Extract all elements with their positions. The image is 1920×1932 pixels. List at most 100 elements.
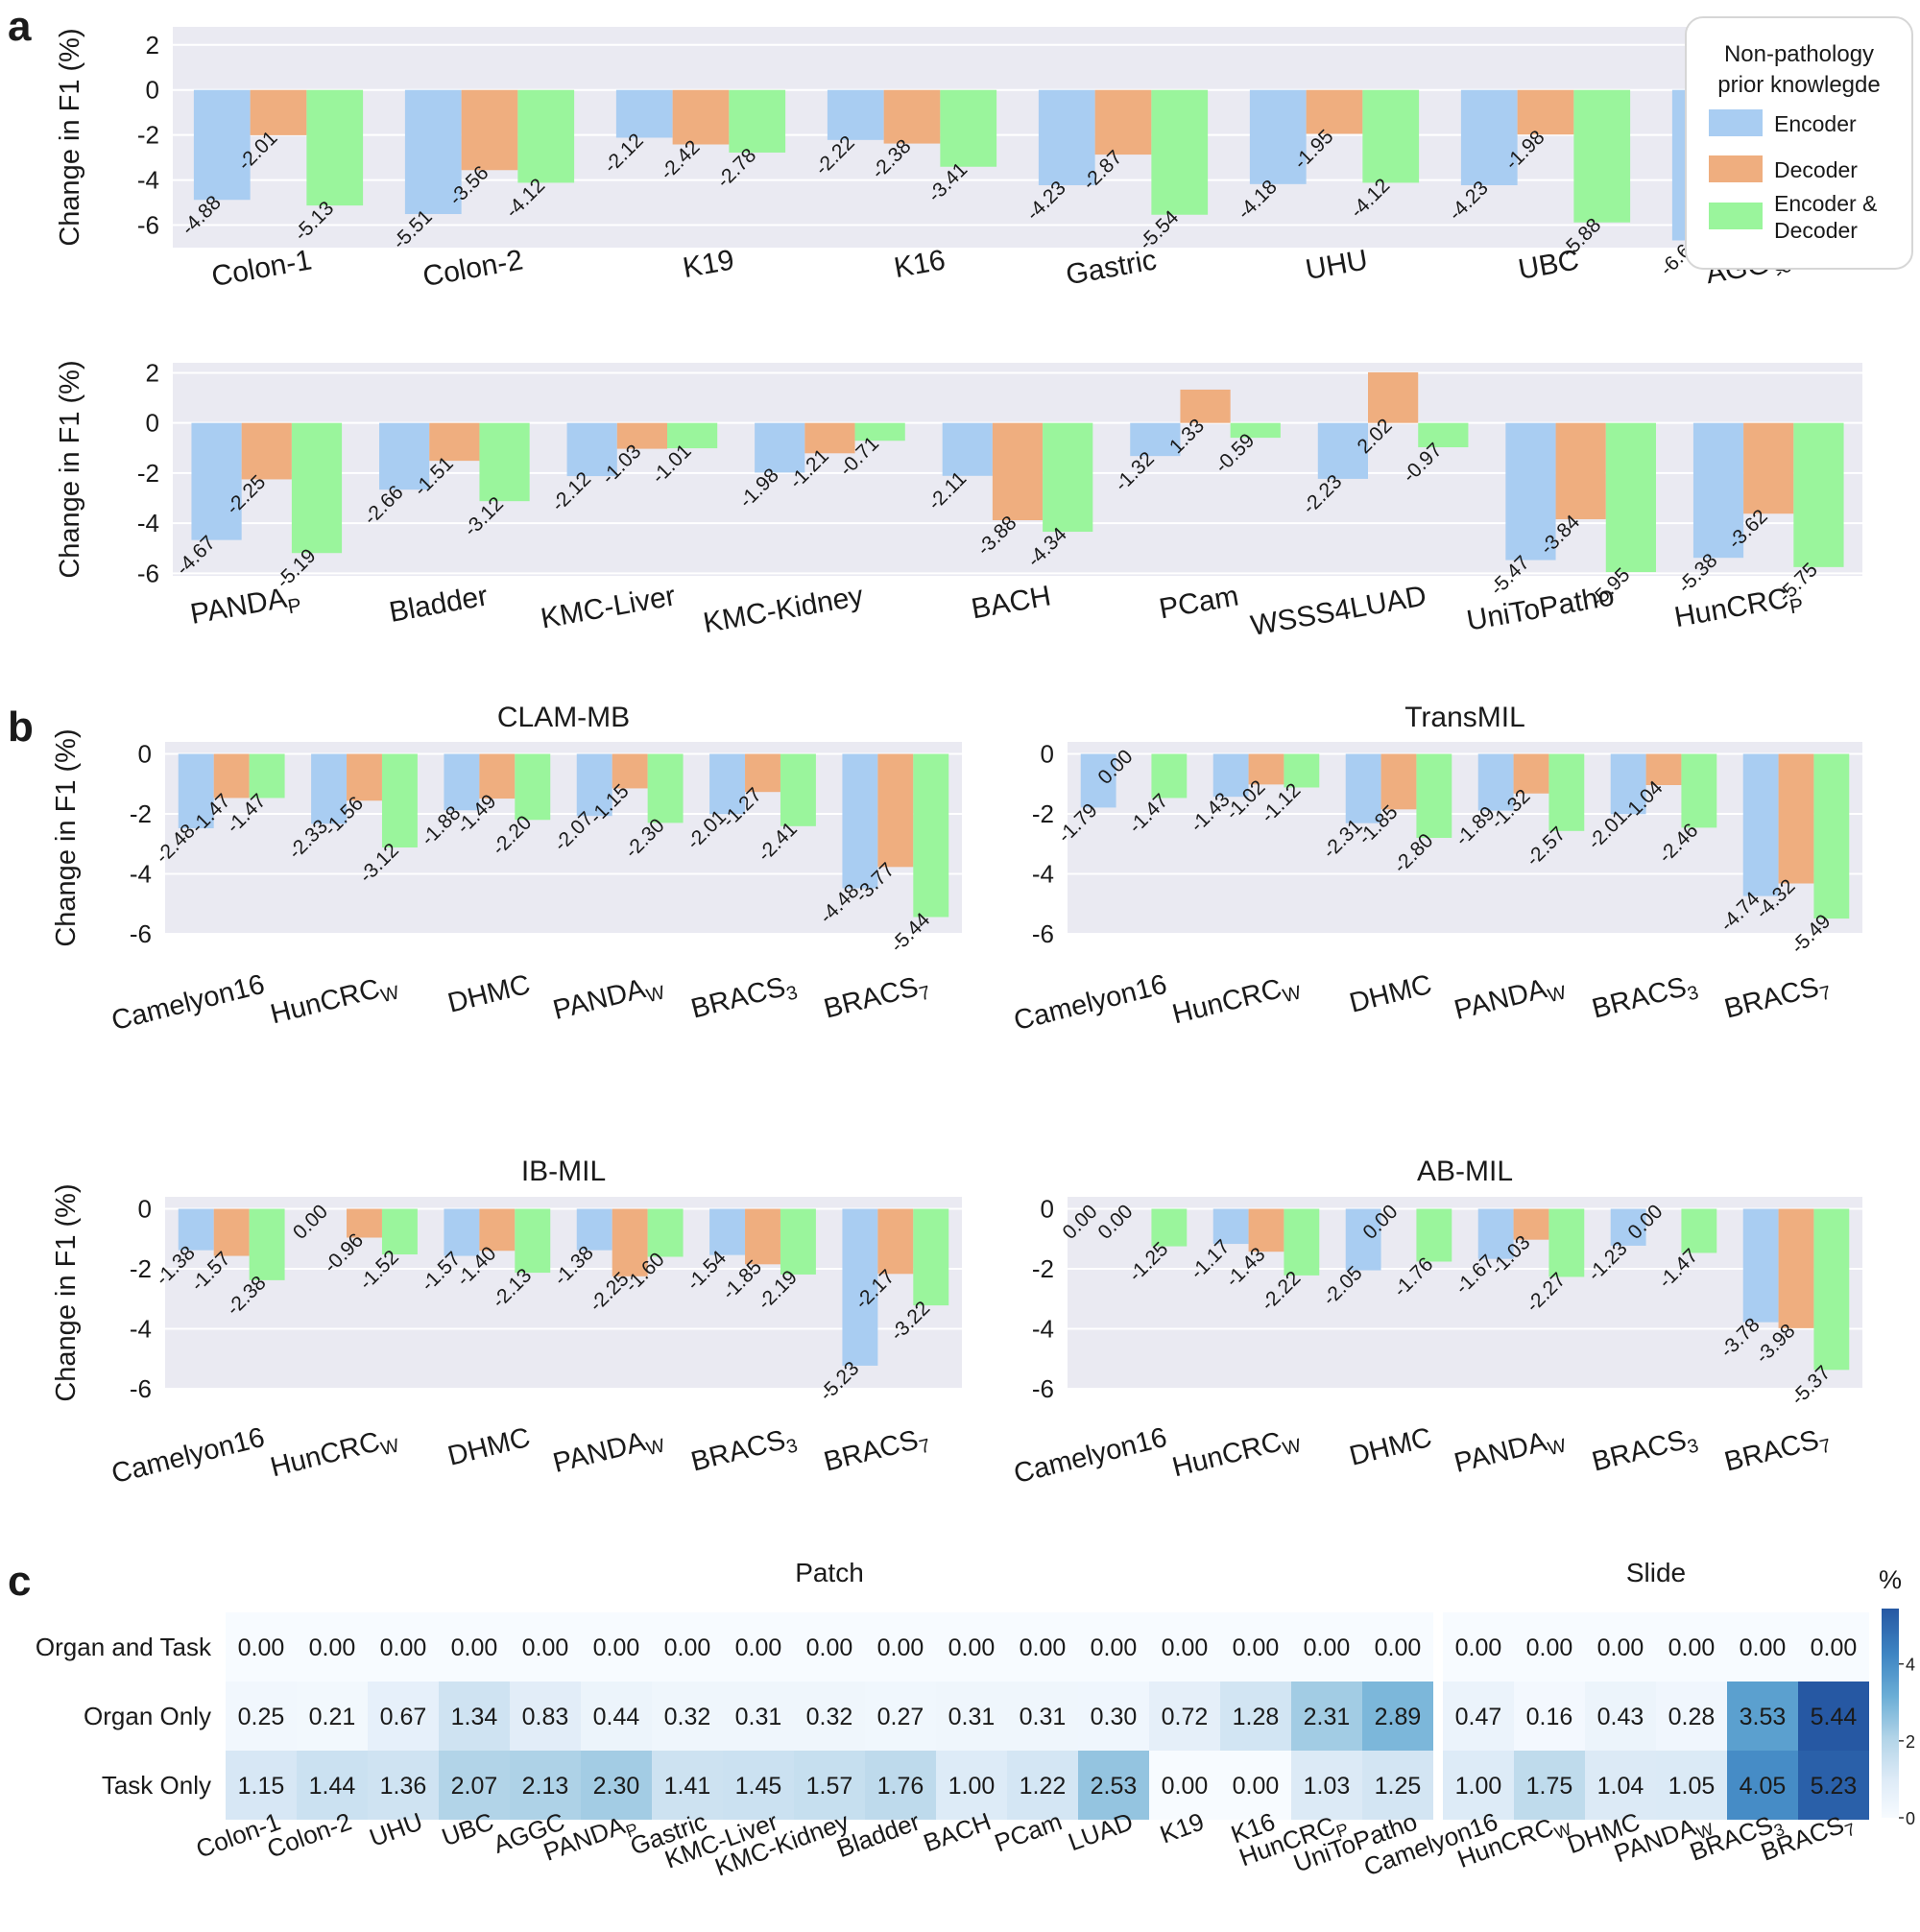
y-tick-label: -6 <box>137 559 159 587</box>
heatmap-cell-value: 1.03 <box>1304 1773 1351 1800</box>
bar-both <box>381 1208 418 1254</box>
y-tick-label: -2 <box>137 459 159 488</box>
category-label-main: PCam <box>1157 580 1241 625</box>
bar-both <box>1681 1208 1717 1253</box>
category-label: BRACS3 <box>688 1422 800 1482</box>
bar-encoder <box>1742 1208 1779 1323</box>
bar-decoder <box>1778 753 1814 884</box>
heatmap-cell-value: 0.00 <box>593 1634 640 1661</box>
heatmap-cell <box>510 1612 581 1682</box>
category-label-sub: W <box>644 1435 667 1460</box>
bar-both <box>780 1208 816 1275</box>
category-label-main: BRACS <box>1721 1424 1822 1477</box>
heatmap-cell <box>1656 1682 1727 1751</box>
category-label: HunCRCW <box>268 1422 402 1488</box>
category-label-main: PANDA <box>188 583 289 631</box>
category-label: Bladder <box>387 580 491 628</box>
bar-encoder <box>1610 1208 1646 1246</box>
heatmap-cell <box>936 1682 1007 1751</box>
bar-encoder <box>1345 1208 1381 1271</box>
bar-decoder <box>1248 1208 1284 1252</box>
bar-both <box>306 89 364 206</box>
category-label-main: UHU <box>1303 244 1370 286</box>
heatmap-cell-value: 0.31 <box>735 1704 782 1730</box>
bar-both <box>1416 1208 1452 1262</box>
y-tick-label: -2 <box>1032 799 1054 828</box>
bar-both <box>1793 422 1844 567</box>
heatmap-cell-value: 1.05 <box>1668 1773 1716 1800</box>
heatmap-cell <box>510 1682 581 1751</box>
category-label-sub: W <box>1546 1435 1569 1460</box>
heatmap-cell <box>1220 1751 1291 1820</box>
category-label-sub: 7 <box>1818 1435 1834 1458</box>
bar-both <box>647 753 684 823</box>
y-tick-label: -2 <box>130 1254 152 1283</box>
chart-title: IB-MIL <box>521 1156 606 1187</box>
bar-encoder <box>576 1208 612 1251</box>
category-label: BRACS7 <box>821 1422 932 1482</box>
bar-encoder <box>1692 422 1744 559</box>
category-label: DHMC <box>444 969 533 1019</box>
heatmap-cell <box>1514 1612 1585 1682</box>
category-label-sub: 3 <box>1686 982 1701 1005</box>
category-label-main: KMC-Liver <box>539 580 678 634</box>
heatmap-cell-value: 5.44 <box>1811 1704 1858 1730</box>
heatmap-cell-value: 0.31 <box>1020 1704 1067 1730</box>
heatmap-cell <box>510 1751 581 1820</box>
bar-decoder <box>883 89 941 144</box>
heatmap-cell <box>581 1682 652 1751</box>
bar-both <box>1362 89 1420 183</box>
y-tick-label: -6 <box>137 211 159 240</box>
bar-encoder <box>1345 753 1381 823</box>
category-label: BACH <box>969 580 1053 625</box>
heatmap-cell-value: 2.30 <box>593 1773 640 1800</box>
heatmap-cell <box>439 1682 510 1751</box>
bar-both <box>515 753 551 821</box>
heatmap-cell <box>1078 1751 1149 1820</box>
heatmap-cell-value: 0.00 <box>806 1634 853 1661</box>
heatmap-cell <box>1443 1751 1514 1820</box>
heatmap-cell <box>1362 1612 1433 1682</box>
heatmap-cell <box>652 1682 723 1751</box>
heatmap-cell <box>794 1612 865 1682</box>
bar-both <box>913 753 949 918</box>
category-label-main: Camelyon16 <box>108 1422 268 1490</box>
heatmap-cell-value: 1.76 <box>877 1773 924 1800</box>
category-label-main: Colon-2 <box>420 244 525 293</box>
colorbar-tick-label: 2 <box>1906 1732 1915 1752</box>
heatmap-cell-value: 3.53 <box>1740 1704 1787 1730</box>
legend-title: prior knowlegde <box>1717 72 1880 98</box>
y-tick-label: 0 <box>146 409 159 438</box>
bar-decoder <box>213 1208 250 1256</box>
heatmap-cell-value: 0.00 <box>1811 1634 1858 1661</box>
bar-decoder <box>1513 753 1549 794</box>
heatmap-cell <box>1514 1682 1585 1751</box>
heatmap-cell <box>1727 1751 1798 1820</box>
category-label-main: HunCRC <box>268 1426 383 1483</box>
bar-decoder <box>1555 422 1606 519</box>
heatmap-cell-value: 1.15 <box>238 1773 285 1800</box>
bar-both <box>479 422 530 502</box>
category-label-main: BRACS <box>1589 971 1690 1024</box>
heatmap-cell-value: 2.31 <box>1304 1704 1351 1730</box>
category-label: Camelyon16 <box>108 1422 268 1490</box>
category-label-main: BRACS <box>1721 971 1822 1024</box>
category-label-main: PANDA <box>550 973 649 1026</box>
heatmap-cell-value: 0.72 <box>1162 1704 1209 1730</box>
heatmap-cell <box>1362 1751 1433 1820</box>
bar-decoder <box>672 89 730 145</box>
bar-both <box>291 422 343 554</box>
heatmap-cell-value: 1.28 <box>1233 1704 1280 1730</box>
bar-decoder <box>1380 753 1417 810</box>
category-label: HunCRCW <box>1169 1422 1304 1488</box>
heatmap-cell-value: 0.00 <box>1740 1634 1787 1661</box>
panel-label-c: c <box>8 1558 31 1605</box>
bar-both <box>1573 89 1631 223</box>
bar-decoder <box>1743 422 1794 514</box>
heatmap-cell <box>581 1612 652 1682</box>
category-label-main: Colon-1 <box>209 244 314 293</box>
category-label: BRACS3 <box>1589 1422 1700 1482</box>
bar-encoder <box>827 89 884 140</box>
category-label-sub: P <box>1788 594 1806 618</box>
y-tick-label: 0 <box>1041 740 1054 769</box>
